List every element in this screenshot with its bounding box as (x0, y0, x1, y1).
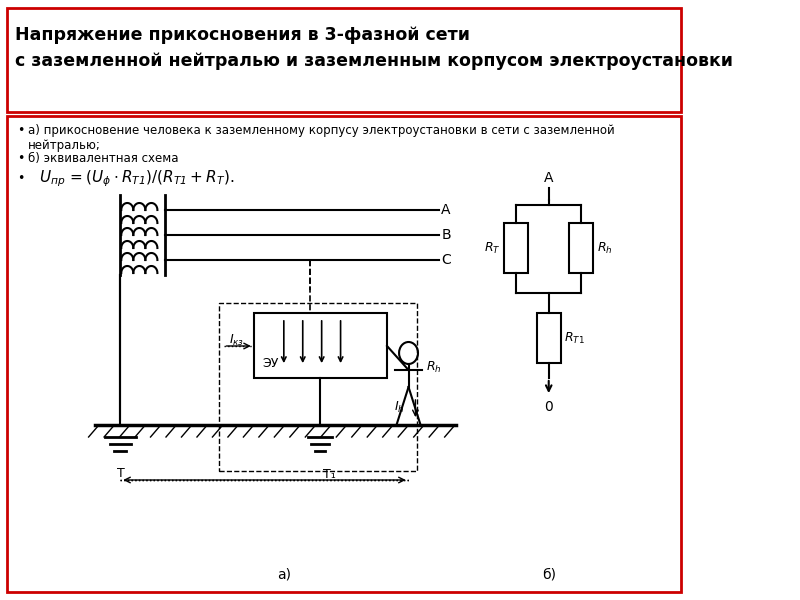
Text: с заземленной нейтралью и заземленным корпусом электроустановки: с заземленной нейтралью и заземленным ко… (15, 52, 734, 70)
Text: $R_h$: $R_h$ (597, 241, 613, 256)
Text: $R_T$: $R_T$ (484, 241, 501, 256)
Text: A: A (442, 203, 450, 217)
Text: б) эквивалентная схема: б) эквивалентная схема (27, 152, 178, 165)
Bar (219, 303, 417, 471)
Bar (570, 223, 594, 273)
Bar (504, 223, 528, 273)
Text: Напряжение прикосновения в 3-фазной сети: Напряжение прикосновения в 3-фазной сети (15, 26, 470, 44)
Text: а) прикосновение человека к заземленному корпусу электроустановки в сети с зазем: а) прикосновение человека к заземленному… (27, 124, 614, 137)
FancyBboxPatch shape (7, 116, 681, 592)
Text: •: • (18, 152, 25, 165)
Text: ЭУ: ЭУ (262, 357, 278, 370)
Text: нейтралью;: нейтралью; (27, 139, 100, 152)
Text: $R_h$: $R_h$ (426, 359, 442, 374)
Bar (537, 313, 561, 363)
Text: $R_{T1}$: $R_{T1}$ (564, 331, 585, 346)
Text: •: • (18, 124, 25, 137)
Text: T₁: T₁ (322, 468, 335, 481)
Text: а): а) (277, 568, 291, 582)
Text: B: B (442, 228, 451, 242)
Text: б): б) (542, 568, 556, 582)
Bar (254, 313, 387, 378)
Text: $I_h$: $I_h$ (394, 400, 404, 415)
Text: 0: 0 (544, 400, 553, 414)
Text: •: • (18, 172, 25, 185)
FancyBboxPatch shape (7, 8, 681, 112)
Text: $U_\mathregular{пр}$: $U_\mathregular{пр}$ (38, 169, 65, 190)
Text: $I_{кз}$: $I_{кз}$ (229, 333, 244, 348)
Text: $= (U_\phi \cdot R_\mathregular{T1}) / (R_\mathregular{T1} + R_T).$: $= (U_\phi \cdot R_\mathregular{T1}) / (… (67, 169, 234, 190)
Text: C: C (442, 253, 451, 267)
Text: T: T (117, 467, 124, 480)
Text: A: A (544, 171, 554, 185)
